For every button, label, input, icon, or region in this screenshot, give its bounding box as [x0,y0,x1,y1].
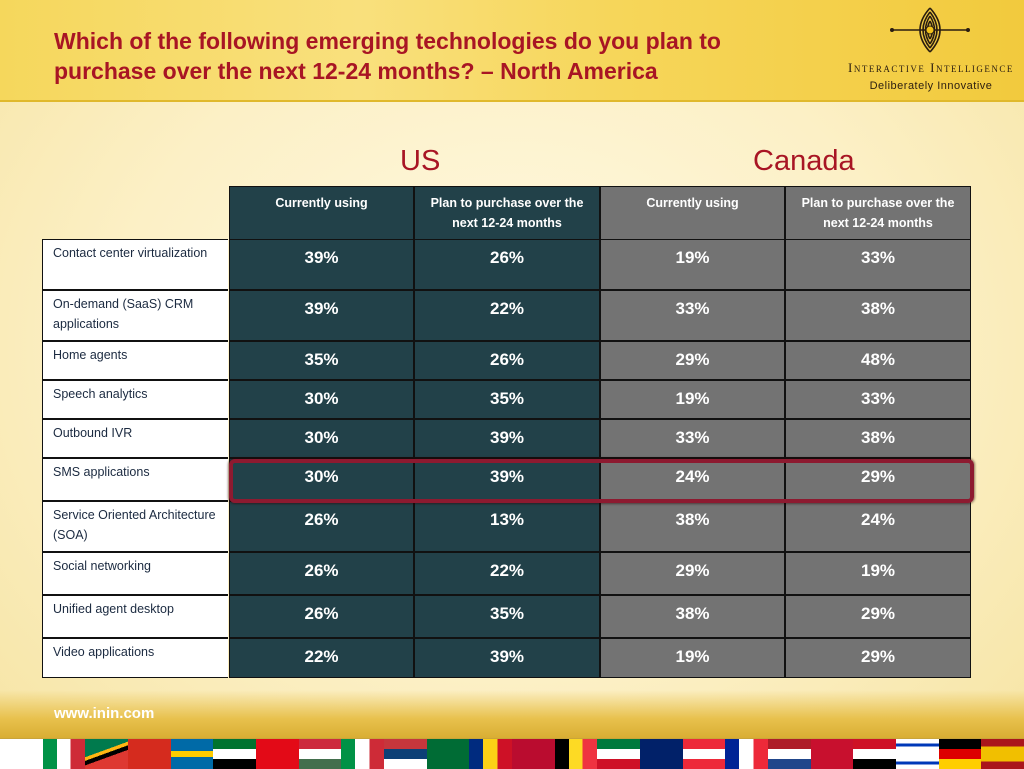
group-label-canada: Canada [753,145,855,177]
table-cell-us-currently-using: 22% [229,638,414,678]
flag-icon [512,739,555,769]
row-label: Outbound IVR [42,419,228,458]
flag-icon [85,739,129,769]
column-header-canada-plan-to-purchase: Plan to purchase over the next 12-24 mon… [785,186,971,240]
table-cell-canada-plan-to-purchase: 38% [785,419,971,458]
flag-icon [170,739,214,769]
flag-icon [682,739,726,769]
table-cell-canada-plan-to-purchase: 38% [785,290,971,341]
table-cell-canada-currently-using: 38% [600,501,785,552]
table-cell-canada-plan-to-purchase: 29% [785,595,971,638]
header-band [0,0,1024,102]
flag-icon [725,739,769,769]
column-header-us-currently-using: Currently using [229,186,414,240]
logo-tagline: Deliberately Innovative [869,80,993,92]
table-cell-us-plan-to-purchase: 22% [414,290,600,341]
flag-icon [981,739,1024,769]
table-cell-canada-plan-to-purchase: 33% [785,380,971,419]
slide-title: Which of the following emerging technolo… [54,28,721,84]
row-label: Speech analytics [42,380,228,419]
flag-icon [384,739,427,769]
row-label: Video applications [42,638,228,678]
flag-icon [256,739,299,769]
flag-icon [597,739,641,769]
table-cell-us-currently-using: 26% [229,552,414,595]
column-header-canada-currently-using: Currently using [600,186,785,240]
table-cell-us-currently-using: 30% [229,380,414,419]
table-cell-us-plan-to-purchase: 13% [414,501,600,552]
table-cell-canada-plan-to-purchase: 29% [785,458,971,501]
flag-icon [128,739,171,769]
flag-icon [810,739,854,769]
column-header-us-plan-to-purchase: Plan to purchase over the next 12-24 mon… [414,186,600,240]
row-label: SMS applications [42,458,228,501]
table-cell-canada-currently-using: 24% [600,458,785,501]
flag-icon [341,739,385,769]
logo-icon [890,7,970,53]
table-cell-us-plan-to-purchase: 35% [414,380,600,419]
flag-icon [213,739,257,769]
flag-icon [768,739,811,769]
table-cell-canada-currently-using: 33% [600,290,785,341]
row-label: Social networking [42,552,228,595]
table-cell-canada-currently-using: 19% [600,380,785,419]
flag-icon [298,739,342,769]
table-cell-canada-currently-using: 19% [600,239,785,290]
table-cell-us-plan-to-purchase: 26% [414,341,600,380]
table-cell-canada-currently-using: 33% [600,419,785,458]
table-cell-us-plan-to-purchase: 22% [414,552,600,595]
table-cell-us-plan-to-purchase: 39% [414,419,600,458]
table-cell-us-currently-using: 35% [229,341,414,380]
flag-icon [853,739,897,769]
table-cell-canada-plan-to-purchase: 33% [785,239,971,290]
flag-icon [640,739,683,769]
flag-icon [554,739,598,769]
flag-icon [938,739,982,769]
table-cell-us-currently-using: 39% [229,239,414,290]
table-cell-canada-plan-to-purchase: 24% [785,501,971,552]
table-cell-us-currently-using: 30% [229,458,414,501]
flag-icon [426,739,470,769]
row-label: Home agents [42,341,228,380]
table-cell-us-plan-to-purchase: 26% [414,239,600,290]
table-cell-us-currently-using: 26% [229,595,414,638]
table-cell-us-currently-using: 39% [229,290,414,341]
row-label: Service Oriented Architecture (SOA) [42,501,228,552]
row-label: Contact center virtualization [42,239,228,290]
row-label: Unified agent desktop [42,595,228,638]
flag-icon [42,739,86,769]
flag-icon [896,739,939,769]
table-cell-canada-currently-using: 29% [600,552,785,595]
table-cell-canada-plan-to-purchase: 19% [785,552,971,595]
table-cell-us-plan-to-purchase: 39% [414,458,600,501]
flag-strip [0,738,1024,769]
table-cell-us-plan-to-purchase: 35% [414,595,600,638]
table-cell-canada-currently-using: 19% [600,638,785,678]
table-cell-canada-currently-using: 38% [600,595,785,638]
footer-url: www.inin.com [54,705,155,722]
logo-name: Interactive Intelligence [848,60,1014,75]
group-label-us: US [400,145,441,177]
table-cell-canada-currently-using: 29% [600,341,785,380]
table-cell-us-currently-using: 30% [229,419,414,458]
table-cell-us-plan-to-purchase: 39% [414,638,600,678]
row-label: On-demand (SaaS) CRM applications [42,290,228,341]
flag-icon [469,739,513,769]
table-cell-us-currently-using: 26% [229,501,414,552]
table-cell-canada-plan-to-purchase: 29% [785,638,971,678]
flag-icon [0,739,43,769]
table-cell-canada-plan-to-purchase: 48% [785,341,971,380]
footer-glow [0,690,1024,738]
